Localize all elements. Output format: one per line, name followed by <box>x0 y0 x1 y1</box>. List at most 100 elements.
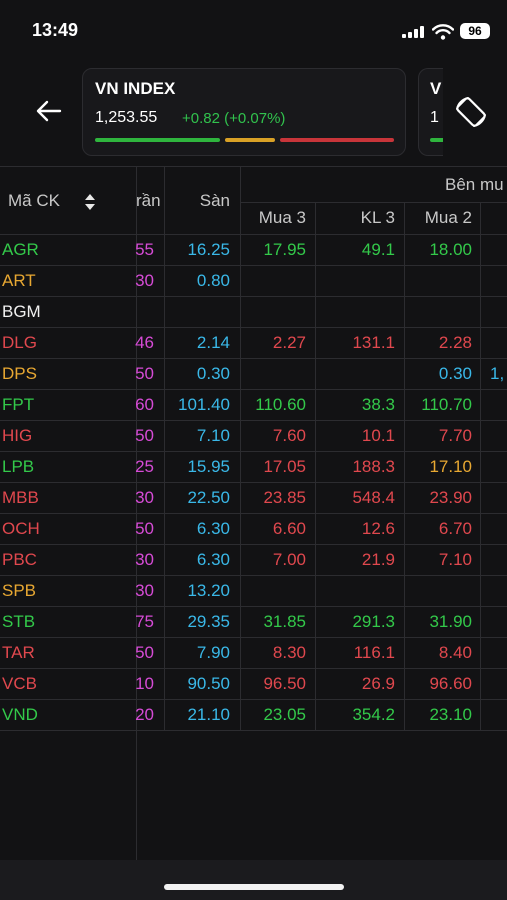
price-board-table[interactable]: Mã CK rần Sàn Bên mu Mua 3 KL 3 Mua 2 AG… <box>0 166 507 866</box>
ceiling-cell: 30 <box>135 550 154 569</box>
buy-volume-3-cell: 49.1 <box>361 240 395 259</box>
buy-price-2-cell: 96.60 <box>429 674 472 693</box>
symbol-cell[interactable]: AGR <box>2 240 39 259</box>
ceiling-cell: 50 <box>135 426 154 445</box>
ceiling-cell: 50 <box>135 643 154 662</box>
row-divider <box>0 575 507 576</box>
buy-price-2-cell: 2.28 <box>438 333 472 352</box>
symbol-cell[interactable]: TAR <box>2 643 35 662</box>
buy-volume-3-cell: 38.3 <box>361 395 395 414</box>
ceiling-cell: 50 <box>135 519 154 538</box>
floor-cell: 22.50 <box>187 488 230 507</box>
ceiling-cell: 10 <box>135 674 154 693</box>
home-indicator[interactable] <box>164 884 344 890</box>
next-index-value: 1 <box>430 109 439 126</box>
unchanged-bar <box>225 138 275 142</box>
header-symbol[interactable]: Mã CK <box>8 191 60 210</box>
row-divider <box>0 699 507 700</box>
row-divider <box>0 668 507 669</box>
header-floor: Sàn <box>199 191 230 210</box>
floor-cell: 7.90 <box>196 643 230 662</box>
header-buy-price-2: Mua 2 <box>424 208 472 227</box>
ceiling-cell: 25 <box>135 457 154 476</box>
floor-cell: 101.40 <box>178 395 230 414</box>
floor-cell: 13.20 <box>187 581 230 600</box>
next-index-bar <box>430 138 443 142</box>
symbol-cell[interactable]: OCH <box>2 519 40 538</box>
buy-price-3-cell: 17.95 <box>263 240 306 259</box>
header-buy-side: Bên mu <box>445 175 504 194</box>
symbol-cell[interactable]: VCB <box>2 674 37 693</box>
symbol-cell[interactable]: FPT <box>2 395 35 414</box>
buy-price-3-cell: 8.30 <box>272 643 306 662</box>
cellular-signal-icon <box>402 26 424 38</box>
symbol-cell[interactable]: HIG <box>2 426 33 445</box>
ceiling-cell: 30 <box>135 488 154 507</box>
symbol-cell[interactable]: DPS <box>2 364 37 383</box>
advancing-bar <box>95 138 220 142</box>
symbol-cell[interactable]: MBB <box>2 488 39 507</box>
buy-volume-3-cell: 548.4 <box>352 488 395 507</box>
battery-icon: 96 <box>460 23 490 39</box>
buy-price-2-cell: 0.30 <box>438 364 472 383</box>
symbol-cell[interactable]: DLG <box>2 333 37 352</box>
buy-price-2-cell: 6.70 <box>438 519 472 538</box>
ceiling-cell: 55 <box>135 240 154 259</box>
buy-price-2-cell: 7.10 <box>438 550 472 569</box>
ceiling-cell: 60 <box>135 395 154 414</box>
next-index-card[interactable]: V 1 <box>418 68 443 156</box>
header-buy-price-3: Mua 3 <box>258 208 306 227</box>
symbol-cell[interactable]: LPB <box>2 457 35 476</box>
row-divider <box>0 451 507 452</box>
buy-price-3-cell: 110.60 <box>255 395 306 414</box>
buy-volume-3-cell: 291.3 <box>352 612 395 631</box>
floor-cell: 16.25 <box>187 240 230 259</box>
next-index-name: V <box>430 79 442 98</box>
floor-cell: 90.50 <box>187 674 230 693</box>
floor-cell: 6.30 <box>196 550 230 569</box>
symbol-cell[interactable]: PBC <box>2 550 37 569</box>
buy-volume-3-cell: 188.3 <box>352 457 395 476</box>
buy-price-3-cell: 6.60 <box>272 519 306 538</box>
symbol-cell[interactable]: STB <box>2 612 36 631</box>
wifi-icon <box>432 24 454 40</box>
buy-price-2-cell: 8.40 <box>438 643 472 662</box>
index-value: 1,253.55 <box>95 109 158 126</box>
row-divider <box>0 265 507 266</box>
buy-volume-3-cell: 21.9 <box>361 550 395 569</box>
row-divider <box>0 544 507 545</box>
ceiling-cell: 30 <box>135 271 154 290</box>
row-divider <box>0 327 507 328</box>
bottom-bar <box>0 860 507 900</box>
floor-cell: 7.10 <box>196 426 230 445</box>
floor-cell: 15.95 <box>187 457 230 476</box>
sort-icon[interactable] <box>84 193 96 211</box>
buy-volume-3-cell: 10.1 <box>361 426 395 445</box>
floor-cell: 0.80 <box>196 271 230 290</box>
vn-index-card[interactable]: VN INDEX 1,253.55 +0.82 (+0.07%) <box>82 68 406 156</box>
buy-price-2-cell: 31.90 <box>429 612 472 631</box>
row-divider <box>0 513 507 514</box>
buy-volume-3-cell: 131.1 <box>352 333 395 352</box>
buy-price-3-cell: 2.27 <box>272 333 306 352</box>
status-bar: 13:49 96 <box>0 0 507 60</box>
row-divider <box>0 482 507 483</box>
buy-price-2-cell: 110.70 <box>421 395 472 414</box>
index-change: +0.82 (+0.07%) <box>182 110 286 127</box>
symbol-cell[interactable]: SPB <box>2 581 37 600</box>
row-divider <box>0 358 507 359</box>
symbol-cell[interactable]: ART <box>2 271 36 290</box>
back-arrow-icon[interactable] <box>34 96 64 126</box>
ceiling-cell: 20 <box>135 705 154 724</box>
buy-volume-3-cell: 12.6 <box>361 519 395 538</box>
buy-price-3-cell: 17.05 <box>263 457 306 476</box>
buy-price-2-cell: 18.00 <box>429 240 472 259</box>
symbol-cell[interactable]: BGM <box>2 302 41 321</box>
declining-bar <box>280 138 394 142</box>
buy-price-3-cell: 96.50 <box>263 674 306 693</box>
buy-volume-3-cell: 26.9 <box>361 674 395 693</box>
buy-price-3-cell: 7.60 <box>272 426 306 445</box>
rotate-screen-icon[interactable] <box>453 94 489 130</box>
symbol-cell[interactable]: VND <box>2 705 38 724</box>
row-divider <box>0 606 507 607</box>
